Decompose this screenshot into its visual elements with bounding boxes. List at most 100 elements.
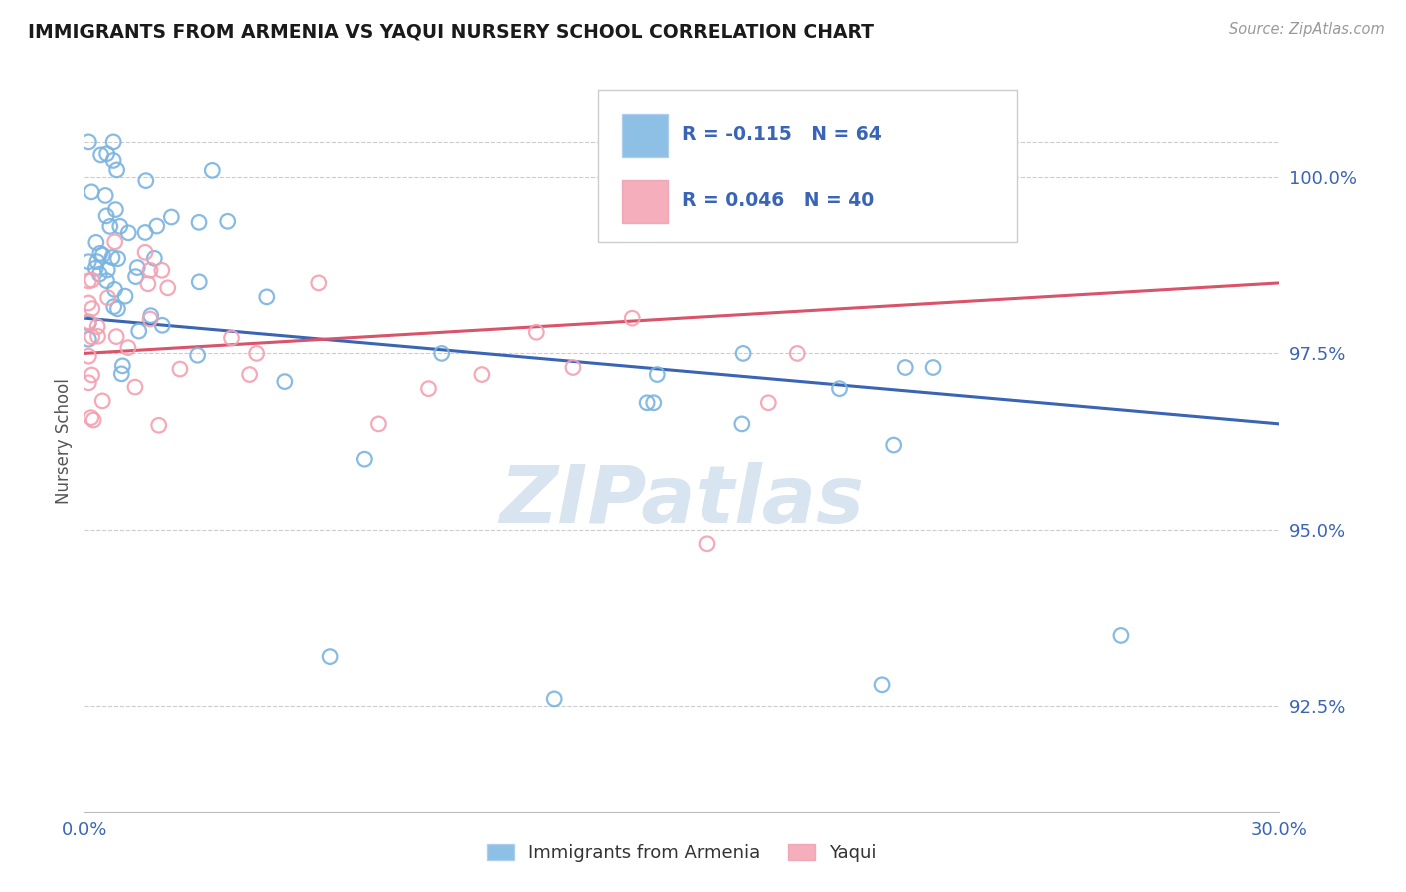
Point bbox=[80, 368, 103, 382]
Point bbox=[77, 135, 100, 149]
Point bbox=[150, 318, 173, 333]
Point bbox=[430, 346, 453, 360]
Point bbox=[114, 289, 136, 303]
Point bbox=[80, 185, 103, 199]
Point bbox=[188, 275, 211, 289]
Point bbox=[90, 148, 112, 162]
Point bbox=[77, 254, 100, 268]
Point bbox=[883, 438, 905, 452]
Point bbox=[274, 375, 297, 389]
Point bbox=[111, 359, 134, 373]
Point bbox=[104, 235, 127, 249]
Text: IMMIGRANTS FROM ARMENIA VS YAQUI NURSERY SCHOOL CORRELATION CHART: IMMIGRANTS FROM ARMENIA VS YAQUI NURSERY… bbox=[28, 22, 875, 41]
Point bbox=[870, 678, 893, 692]
Point bbox=[353, 452, 375, 467]
Point bbox=[86, 329, 108, 343]
Point bbox=[418, 382, 440, 396]
Point bbox=[187, 348, 209, 362]
Point bbox=[96, 274, 118, 288]
Point bbox=[221, 331, 243, 345]
Point bbox=[80, 410, 103, 425]
Point bbox=[160, 210, 183, 224]
Point bbox=[105, 329, 128, 343]
Point bbox=[94, 188, 117, 202]
Point bbox=[127, 260, 149, 275]
Point bbox=[86, 254, 108, 268]
Point bbox=[80, 330, 103, 344]
Point bbox=[91, 393, 114, 408]
Point bbox=[217, 214, 239, 228]
Point bbox=[103, 282, 125, 296]
Point bbox=[169, 362, 191, 376]
Point bbox=[117, 226, 139, 240]
Y-axis label: Nursery School: Nursery School bbox=[55, 378, 73, 505]
Point bbox=[134, 245, 156, 260]
Point bbox=[82, 413, 104, 427]
Point bbox=[150, 263, 173, 277]
Point bbox=[143, 252, 166, 266]
Point bbox=[124, 380, 146, 394]
Point bbox=[246, 346, 269, 360]
Point bbox=[308, 276, 330, 290]
Point bbox=[98, 219, 121, 234]
Point bbox=[104, 202, 127, 217]
Point bbox=[645, 368, 668, 382]
Text: ZIPatlas: ZIPatlas bbox=[499, 462, 865, 540]
Point bbox=[239, 368, 262, 382]
Point bbox=[107, 252, 129, 266]
Point bbox=[367, 417, 389, 431]
Point bbox=[319, 649, 342, 664]
Bar bbox=[623, 180, 668, 223]
Text: R = 0.046   N = 40: R = 0.046 N = 40 bbox=[682, 192, 875, 211]
Point bbox=[77, 349, 100, 363]
Point bbox=[124, 269, 146, 284]
Point bbox=[103, 135, 125, 149]
Point bbox=[117, 341, 139, 355]
Point bbox=[101, 153, 124, 168]
Point bbox=[828, 382, 851, 396]
Point bbox=[188, 215, 211, 229]
Point bbox=[135, 173, 157, 187]
Text: R = -0.115   N = 64: R = -0.115 N = 64 bbox=[682, 125, 882, 144]
Point bbox=[77, 316, 100, 330]
Point bbox=[621, 311, 644, 326]
Point bbox=[96, 263, 118, 277]
Point bbox=[86, 319, 108, 334]
Point bbox=[139, 263, 162, 277]
Legend: Immigrants from Armenia, Yaqui: Immigrants from Armenia, Yaqui bbox=[479, 837, 884, 870]
Point bbox=[80, 273, 103, 287]
Point bbox=[471, 368, 494, 382]
Point bbox=[636, 396, 658, 410]
Point bbox=[922, 360, 945, 375]
FancyBboxPatch shape bbox=[599, 90, 1017, 242]
Point bbox=[91, 248, 114, 262]
Point bbox=[256, 290, 278, 304]
Point bbox=[94, 209, 117, 223]
Point bbox=[110, 367, 132, 381]
Point bbox=[696, 537, 718, 551]
Point bbox=[731, 417, 754, 431]
Point bbox=[77, 332, 100, 346]
Point bbox=[1109, 628, 1132, 642]
Bar bbox=[623, 113, 668, 156]
Point bbox=[543, 692, 565, 706]
Point bbox=[77, 376, 100, 390]
Point bbox=[156, 281, 179, 295]
Point bbox=[77, 296, 100, 310]
Point bbox=[145, 219, 167, 233]
Point bbox=[97, 291, 120, 305]
Point bbox=[524, 325, 547, 339]
Point bbox=[136, 277, 159, 291]
Text: Source: ZipAtlas.com: Source: ZipAtlas.com bbox=[1229, 22, 1385, 37]
Point bbox=[733, 346, 755, 360]
Point bbox=[101, 251, 124, 265]
Point bbox=[201, 163, 224, 178]
Point bbox=[134, 226, 156, 240]
Point bbox=[89, 267, 111, 281]
Point bbox=[107, 301, 129, 316]
Point bbox=[77, 274, 100, 288]
Point bbox=[894, 360, 917, 375]
Point bbox=[105, 162, 128, 177]
Point bbox=[148, 418, 170, 433]
Point bbox=[756, 396, 779, 410]
